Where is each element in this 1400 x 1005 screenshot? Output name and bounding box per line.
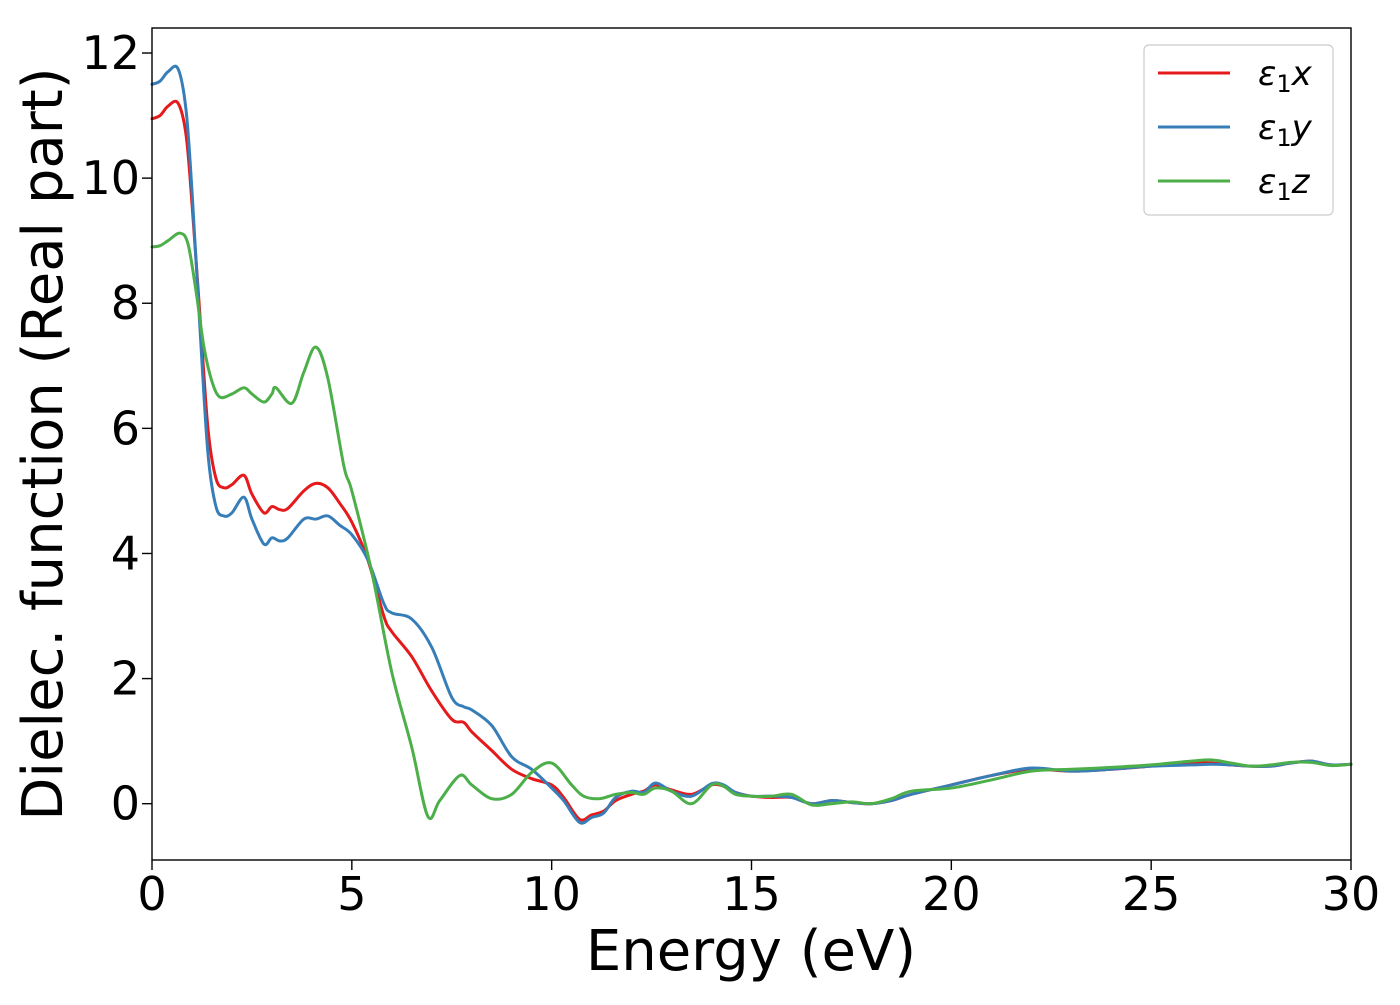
y-tick-label: 0 bbox=[111, 777, 140, 831]
x-tick-label: 30 bbox=[1322, 867, 1381, 921]
legend-frame bbox=[1143, 44, 1334, 216]
y-axis: 0 2 4 6 8 10 12 bbox=[81, 26, 152, 831]
y-tick-label: 4 bbox=[111, 526, 140, 580]
series-line-z bbox=[150, 231, 1353, 820]
x-tick-label: 15 bbox=[722, 867, 781, 921]
x-axis-title: Energy (eV) bbox=[586, 919, 916, 984]
y-axis-title: Dielec. function (Real part) bbox=[11, 67, 76, 820]
y-tick-label: 12 bbox=[81, 26, 140, 80]
series-layer bbox=[150, 64, 1353, 825]
y-tick-label: 8 bbox=[111, 276, 140, 330]
y-tick-label: 6 bbox=[111, 401, 140, 455]
legend: ε1x ε1y ε1z bbox=[1143, 44, 1334, 216]
x-axis: 0 5 10 15 20 25 30 bbox=[137, 860, 1380, 921]
series-line-y bbox=[150, 64, 1353, 825]
x-tick-label: 0 bbox=[137, 867, 166, 921]
x-tick-label: 25 bbox=[1122, 867, 1181, 921]
legend-label-x: ε1x bbox=[1258, 54, 1313, 98]
x-tick-label: 5 bbox=[337, 867, 366, 921]
legend-label-z: ε1z bbox=[1258, 162, 1311, 206]
x-tick-label: 10 bbox=[522, 867, 581, 921]
x-tick-label: 20 bbox=[922, 867, 981, 921]
legend-label-y: ε1y bbox=[1258, 108, 1313, 152]
y-tick-label: 2 bbox=[111, 652, 140, 706]
y-tick-label: 10 bbox=[81, 151, 140, 205]
